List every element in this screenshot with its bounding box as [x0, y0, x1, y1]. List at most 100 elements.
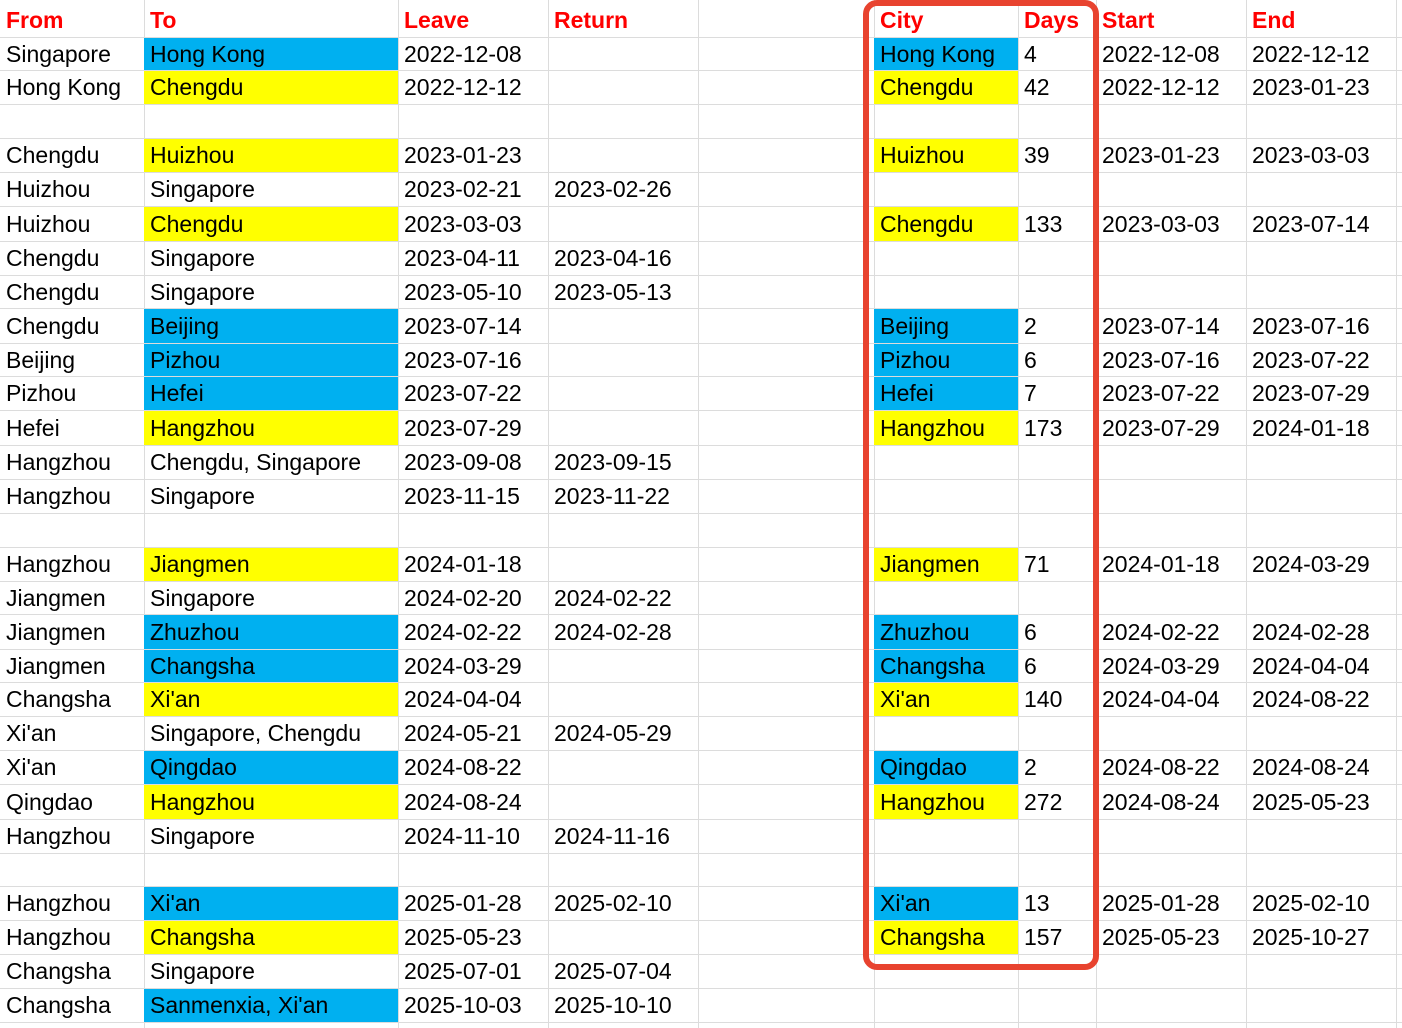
cell-start[interactable]: 2024-04-04: [1102, 686, 1220, 712]
cell-end[interactable]: 2023-07-22: [1252, 346, 1370, 373]
cell-city[interactable]: Zhuzhou: [874, 615, 1018, 649]
cell-start[interactable]: [1096, 955, 1246, 988]
cell-from[interactable]: Chengdu: [6, 245, 100, 271]
cell-end[interactable]: [1246, 582, 1396, 614]
cell-to[interactable]: Singapore: [150, 483, 255, 509]
cell-city[interactable]: Chengdu: [874, 207, 1018, 241]
cell-spacer[interactable]: [698, 309, 874, 343]
cell-leave[interactable]: [398, 514, 548, 547]
cell-return[interactable]: [548, 139, 698, 172]
header-cell-start[interactable]: Start: [1102, 6, 1155, 33]
cell-end[interactable]: 2025-10-27: [1252, 924, 1370, 950]
cell-return[interactable]: 2023-04-16: [554, 245, 672, 271]
cell-start[interactable]: 2023-07-14: [1102, 312, 1220, 339]
cell-leave[interactable]: [398, 105, 548, 138]
cell-spacer[interactable]: [698, 377, 874, 410]
header-cell-to[interactable]: To: [150, 6, 177, 33]
cell-leave[interactable]: 2023-02-21: [404, 176, 522, 202]
cell-to[interactable]: Huizhou: [144, 139, 398, 172]
cell-return[interactable]: 2024-11-16: [554, 823, 670, 849]
cell-to[interactable]: Chengdu: [144, 71, 398, 104]
cell-end[interactable]: 2023-07-29: [1252, 380, 1370, 406]
cell-days[interactable]: 2: [1024, 312, 1037, 339]
cell-to[interactable]: [144, 105, 398, 138]
cell-city[interactable]: [874, 276, 1018, 308]
cell-city[interactable]: [874, 854, 1018, 886]
cell-city[interactable]: [874, 173, 1018, 206]
cell-end[interactable]: 2023-07-16: [1252, 312, 1370, 339]
cell-to[interactable]: Singapore: [150, 245, 255, 271]
cell-spacer[interactable]: [698, 887, 874, 920]
cell-start[interactable]: 2022-12-12: [1102, 74, 1220, 100]
cell-spacer[interactable]: [698, 139, 874, 172]
cell-to[interactable]: [144, 854, 398, 886]
cell-days[interactable]: [1018, 717, 1096, 750]
cell-end[interactable]: [1246, 820, 1396, 853]
cell-start[interactable]: [1096, 989, 1246, 1022]
cell-return[interactable]: [548, 207, 698, 241]
cell-city[interactable]: Changsha: [874, 921, 1018, 954]
cell-start[interactable]: [1096, 480, 1246, 513]
cell-city[interactable]: Beijing: [874, 309, 1018, 343]
cell-start[interactable]: 2025-01-28: [1102, 890, 1220, 916]
cell-from[interactable]: [0, 854, 144, 886]
cell-to[interactable]: Chengdu, Singapore: [150, 449, 361, 475]
cell-start[interactable]: 2025-05-23: [1102, 924, 1220, 950]
cell-city[interactable]: Huizhou: [874, 139, 1018, 172]
cell-spacer[interactable]: [698, 751, 874, 784]
cell-start[interactable]: 2024-08-22: [1102, 754, 1220, 780]
cell-return[interactable]: 2023-02-26: [554, 176, 672, 202]
cell-days[interactable]: 39: [1024, 142, 1050, 168]
cell-from[interactable]: Hangzhou: [6, 551, 111, 577]
cell-to[interactable]: Sanmenxia, Xi'an: [144, 989, 398, 1022]
cell-return[interactable]: [548, 514, 698, 547]
cell-return[interactable]: 2024-05-29: [554, 720, 672, 746]
cell-start[interactable]: [1096, 276, 1246, 308]
cell-end[interactable]: 2024-01-18: [1252, 414, 1370, 441]
cell-return[interactable]: [548, 683, 698, 716]
cell-from[interactable]: Hefei: [6, 414, 60, 441]
cell-end[interactable]: [1246, 717, 1396, 750]
cell-days[interactable]: 272: [1024, 788, 1063, 815]
header-cell-city[interactable]: City: [880, 6, 924, 33]
cell-city[interactable]: [874, 582, 1018, 614]
header-cell-spacer[interactable]: [698, 3, 874, 37]
cell-to[interactable]: Singapore: [150, 958, 255, 984]
cell-from[interactable]: Chengdu: [6, 142, 100, 168]
cell-leave[interactable]: 2023-09-08: [404, 449, 522, 475]
cell-city[interactable]: [874, 446, 1018, 479]
cell-start[interactable]: [1096, 820, 1246, 853]
cell-from[interactable]: Huizhou: [6, 210, 91, 237]
cell-from[interactable]: Changsha: [6, 992, 111, 1018]
cell-spacer[interactable]: [698, 548, 874, 581]
cell-city[interactable]: [874, 105, 1018, 138]
cell-end[interactable]: 2024-08-22: [1252, 686, 1370, 712]
cell-city[interactable]: Hangzhou: [874, 785, 1018, 819]
cell-days[interactable]: 13: [1024, 890, 1050, 916]
cell-from[interactable]: [0, 105, 144, 138]
cell-from[interactable]: Jiangmen: [6, 584, 106, 611]
cell-to[interactable]: Singapore: [150, 176, 255, 202]
cell-end[interactable]: [1246, 242, 1396, 275]
cell-return[interactable]: [548, 377, 698, 410]
cell-end[interactable]: 2024-08-24: [1252, 754, 1370, 780]
cell-city[interactable]: [874, 989, 1018, 1022]
cell-leave[interactable]: 2024-08-24: [404, 788, 522, 815]
cell-leave[interactable]: 2023-07-14: [404, 312, 522, 339]
cell-city[interactable]: Xi'an: [874, 683, 1018, 716]
cell-end[interactable]: [1246, 276, 1396, 308]
cell-to[interactable]: Chengdu: [144, 207, 398, 241]
cell-end[interactable]: 2023-07-14: [1252, 210, 1370, 237]
cell-days[interactable]: 2: [1024, 754, 1037, 780]
cell-start[interactable]: [1096, 514, 1246, 547]
cell-from[interactable]: Chengdu: [6, 278, 100, 305]
cell-to[interactable]: Changsha: [144, 650, 398, 682]
cell-leave[interactable]: 2024-11-10: [404, 823, 520, 849]
cell-to[interactable]: Singapore: [150, 278, 255, 305]
cell-from[interactable]: Xi'an: [6, 720, 57, 746]
cell-spacer[interactable]: [698, 480, 874, 513]
cell-spacer[interactable]: [698, 717, 874, 750]
cell-start[interactable]: [1096, 582, 1246, 614]
cell-leave[interactable]: 2024-04-04: [404, 686, 522, 712]
cell-city[interactable]: Xi'an: [874, 887, 1018, 920]
